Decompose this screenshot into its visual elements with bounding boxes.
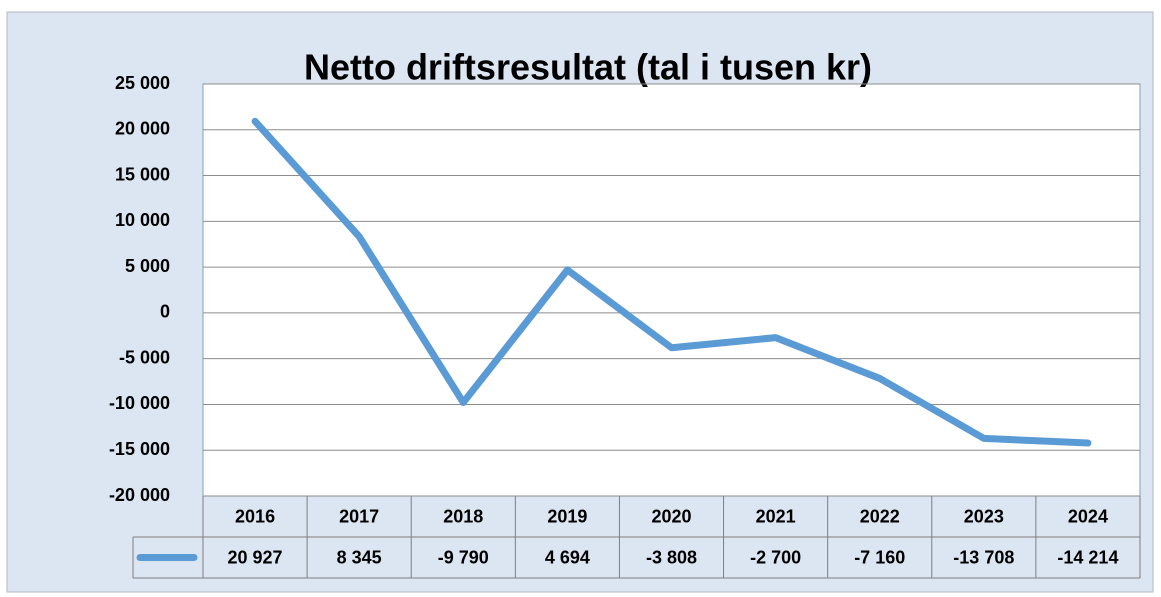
y-tick-label: -15 000 (109, 439, 170, 459)
data-label: -2 700 (750, 547, 801, 567)
x-tick-label: 2022 (860, 506, 900, 526)
data-label: -13 708 (953, 547, 1014, 567)
y-tick-label: 15 000 (115, 164, 170, 184)
plot-area (202, 83, 1141, 497)
y-tick-label: 25 000 (115, 73, 170, 93)
y-tick-label: 0 (160, 302, 170, 322)
y-tick-label: 20 000 (115, 119, 170, 139)
y-tick-label: -5 000 (119, 347, 170, 367)
data-line (251, 117, 1092, 447)
data-label: -9 790 (438, 547, 489, 567)
data-label: 8 345 (337, 547, 382, 567)
data-label: -14 214 (1057, 547, 1118, 567)
x-tick-label: 2021 (756, 506, 796, 526)
data-label: -3 808 (646, 547, 697, 567)
x-tick-label: 2017 (339, 506, 379, 526)
data-label: -7 160 (854, 547, 905, 567)
y-tick-label: 5 000 (125, 256, 170, 276)
chart-title: Netto driftsresultat (tal i tusen kr) (304, 47, 872, 88)
data-label: 4 694 (545, 547, 590, 567)
y-tick-label: -20 000 (109, 485, 170, 505)
x-tick-label: 2019 (547, 506, 587, 526)
y-tick-label: 10 000 (115, 210, 170, 230)
x-tick-label: 2023 (964, 506, 1004, 526)
y-tick-label: -10 000 (109, 393, 170, 413)
x-tick-label: 2020 (651, 506, 691, 526)
x-tick-label: 2024 (1068, 506, 1108, 526)
data-label: 20 927 (228, 547, 283, 567)
x-tick-label: 2016 (235, 506, 275, 526)
x-tick-label: 2018 (443, 506, 483, 526)
